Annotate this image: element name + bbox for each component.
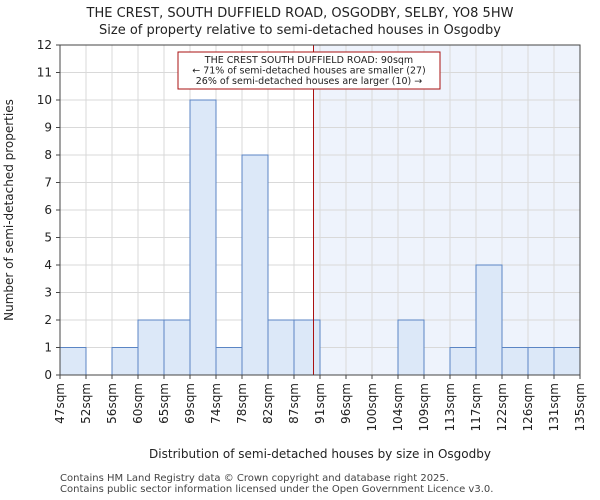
y-tick-label: 5: [44, 231, 52, 245]
bar: [189, 99, 217, 376]
x-tick-label: 117sqm: [469, 383, 483, 431]
bar: [475, 264, 503, 376]
chart-title: THE CREST, SOUTH DUFFIELD ROAD, OSGODBY,…: [86, 6, 514, 21]
x-tick-label: 109sqm: [417, 383, 431, 431]
x-tick-label: 100sqm: [365, 383, 379, 431]
x-tick-label: 47sqm: [53, 383, 67, 424]
y-axis-title: Number of semi-detached properties: [2, 99, 16, 321]
x-axis-title: Distribution of semi-detached houses by …: [149, 447, 491, 461]
bar: [163, 319, 191, 376]
y-tick-label: 10: [37, 93, 52, 107]
annotation-line-2: ← 71% of semi-detached houses are smalle…: [192, 66, 426, 77]
y-tick-label: 12: [37, 38, 52, 52]
y-tick-label: 6: [44, 203, 52, 217]
x-tick-label: 56sqm: [105, 383, 119, 424]
y-tick-label: 9: [44, 121, 52, 135]
y-tick-label: 11: [37, 66, 52, 80]
x-tick-label: 91sqm: [313, 383, 327, 424]
bar: [267, 319, 295, 376]
x-tick-label: 96sqm: [339, 383, 353, 424]
y-tick-label: 8: [44, 148, 52, 162]
y-tick-label: 3: [44, 286, 52, 300]
bar: [111, 347, 139, 376]
bar: [527, 347, 555, 376]
x-tick-label: 135sqm: [573, 383, 587, 431]
y-tick-label: 2: [44, 313, 52, 327]
bars: [59, 99, 581, 376]
bar: [501, 347, 529, 376]
annotation-line-3: 26% of semi-detached houses are larger (…: [196, 76, 423, 87]
bar: [449, 347, 477, 376]
chart-title-block: THE CREST, SOUTH DUFFIELD ROAD, OSGODBY,…: [0, 5, 600, 39]
annotation-line-1: THE CREST SOUTH DUFFIELD ROAD: 90sqm: [204, 55, 413, 66]
bar: [397, 319, 425, 376]
x-tick-label: 52sqm: [79, 383, 93, 424]
y-tick-label: 7: [44, 176, 52, 190]
bar: [553, 347, 581, 376]
x-tick-labels: 47sqm 52sqm 56sqm 60sqm 65sqm 69sqm 74sqm 78sqm…: [53, 375, 587, 431]
x-tick-label: 60sqm: [131, 383, 145, 424]
x-tick-label: 113sqm: [443, 383, 457, 431]
bar: [215, 347, 243, 376]
footer: Contains HM Land Registry data © Crown c…: [60, 473, 493, 495]
x-tick-label: 87sqm: [287, 383, 301, 424]
x-tick-label: 131sqm: [547, 383, 561, 431]
x-tick-label: 122sqm: [495, 383, 509, 431]
bar: [241, 154, 269, 376]
chart-subtitle: Size of property relative to semi-detach…: [99, 23, 501, 38]
annotation-box: THE CREST SOUTH DUFFIELD ROAD: 90sqm ← 7…: [177, 51, 441, 90]
x-tick-label: 65sqm: [157, 383, 171, 424]
x-tick-label: 82sqm: [261, 383, 275, 424]
x-tick-label: 126sqm: [521, 383, 535, 431]
bar: [293, 319, 321, 376]
y-tick-label: 1: [44, 341, 52, 355]
footer-line-2: Contains public sector information licen…: [60, 484, 494, 495]
y-tick-label: 4: [44, 258, 52, 272]
footer-line-1: Contains HM Land Registry data © Crown c…: [60, 473, 449, 484]
x-tick-label: 78sqm: [235, 383, 249, 424]
x-tick-label: 69sqm: [183, 383, 197, 424]
bar: [59, 347, 87, 376]
annotation-border: [177, 51, 441, 90]
y-tick-label: 0: [44, 368, 52, 382]
x-tick-label: 104sqm: [391, 383, 405, 431]
bar: [137, 319, 165, 376]
x-tick-label: 74sqm: [209, 383, 223, 424]
